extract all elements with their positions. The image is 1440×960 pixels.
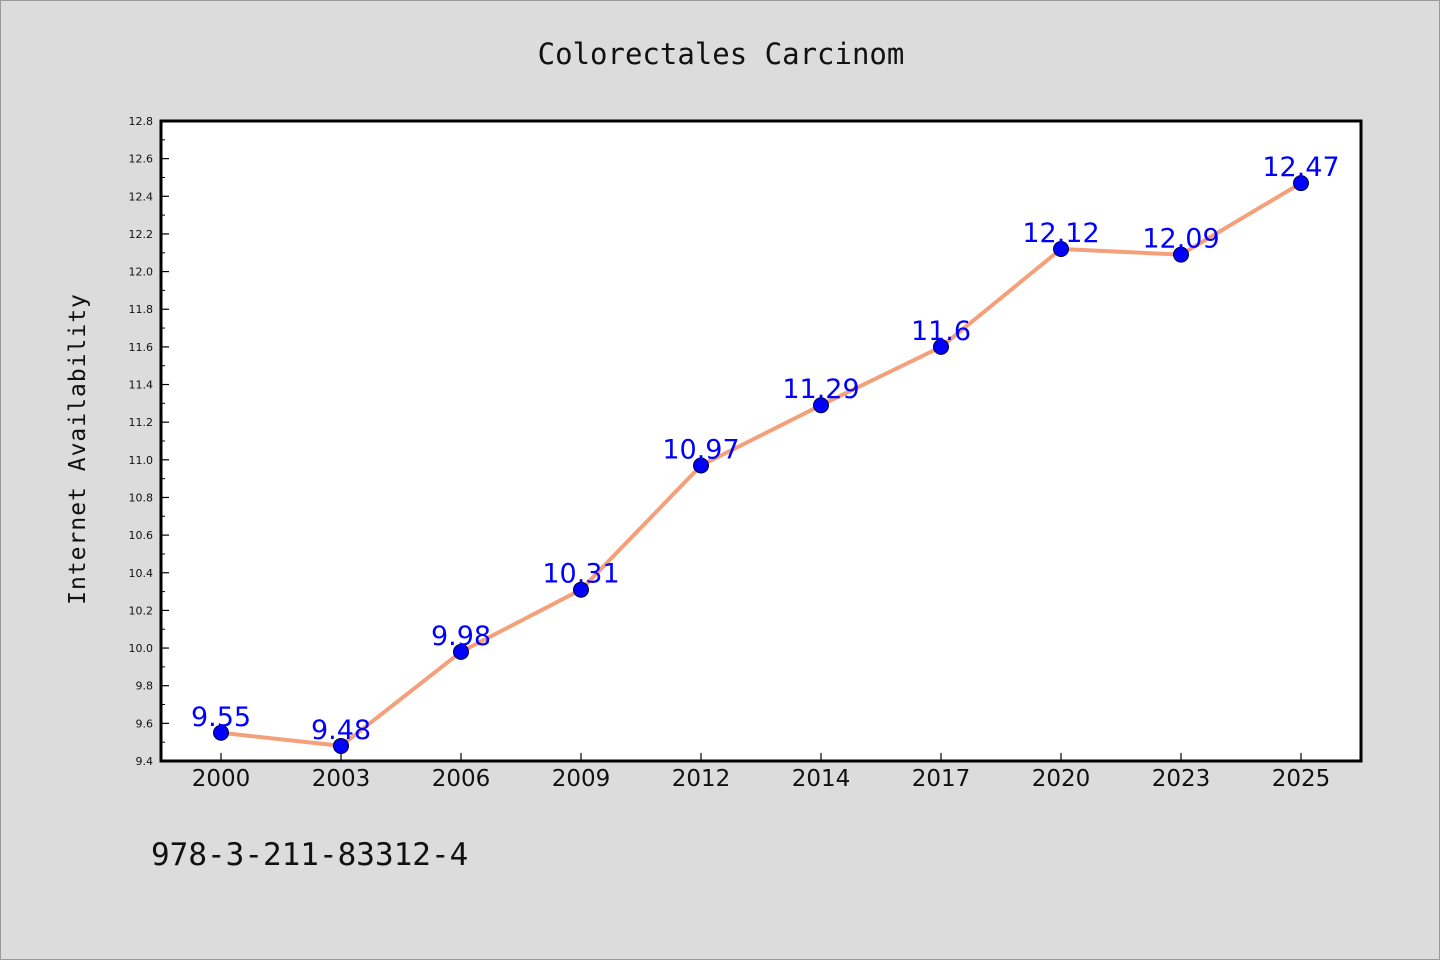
data-point [693,457,709,474]
y-tick-label: 12.4 [129,190,154,203]
data-point [1053,241,1069,257]
data-point [453,643,469,660]
data-label: 12.47 [1262,152,1339,183]
x-tick-label: 2017 [912,766,971,792]
y-tick-label: 11.4 [129,379,154,392]
x-tick-label: 2012 [672,766,731,792]
data-label: 12.12 [1022,218,1099,249]
x-tick-label: 2023 [1152,766,1211,792]
footnote-isbn: 978-3-211-83312-4 [151,837,468,873]
y-tick-label: 10.0 [129,642,154,655]
y-tick-label: 9.8 [136,680,154,693]
data-point [1173,246,1189,263]
data-point [573,581,589,598]
data-labels: 9.55 9.48 9.98 10.31 10.97 11.29 11.6 12.12 12.0… [191,152,1340,746]
x-axis-ticks: 2000 2003 2006 2009 2012 2014 2017 2020 2023 2025 [192,753,1331,792]
x-tick-label: 2009 [552,766,611,792]
x-tick-label: 2014 [792,766,851,792]
data-label: 11.6 [911,316,971,347]
y-tick-label: 12.2 [129,228,154,241]
data-markers [213,175,1309,754]
y-tick-label: 9.4 [136,755,154,768]
plot-area [161,121,1361,761]
plot-frame [159,119,1363,763]
y-tick-label: 12.6 [129,153,154,166]
data-point [933,338,949,355]
data-point [213,724,229,741]
y-axis-label: Internet Availability [65,293,91,605]
x-tick-label: 2025 [1272,766,1331,792]
y-tick-label: 10.6 [129,529,154,542]
y-tick-label: 12.8 [129,115,154,128]
x-tick-label: 2006 [432,766,491,792]
data-label: 12.09 [1142,224,1219,255]
y-axis-ticks: 9.4 9.6 9.8 10.0 10.2 10.4 10.6 10.8 11.0 11.2 11.… [129,115,169,768]
series-line [219,181,1303,748]
y-tick-label: 10.8 [129,491,154,504]
chart-title: Colorectales Carcinom [538,37,905,71]
data-point [1293,175,1309,192]
y-tick-label: 9.6 [136,717,154,730]
y-tick-label: 11.6 [129,341,154,354]
x-tick-label: 2020 [1032,766,1091,792]
y-tick-label: 10.4 [129,567,154,580]
data-label: 10.31 [542,559,619,590]
y-tick-label: 11.8 [129,303,154,316]
x-tick-label: 2003 [312,766,371,792]
data-label: 9.98 [431,621,491,652]
data-label: 9.48 [311,715,371,746]
y-tick-label: 10.2 [129,604,154,617]
x-tick-label: 2000 [192,766,251,792]
data-point [813,397,829,414]
data-point [333,737,349,754]
y-tick-label: 12.0 [129,266,154,279]
data-label: 9.55 [191,702,251,733]
y-tick-label: 11.0 [129,454,154,467]
y-tick-label: 11.2 [129,416,154,429]
data-label: 10.97 [662,434,739,465]
data-label: 11.29 [782,374,859,405]
